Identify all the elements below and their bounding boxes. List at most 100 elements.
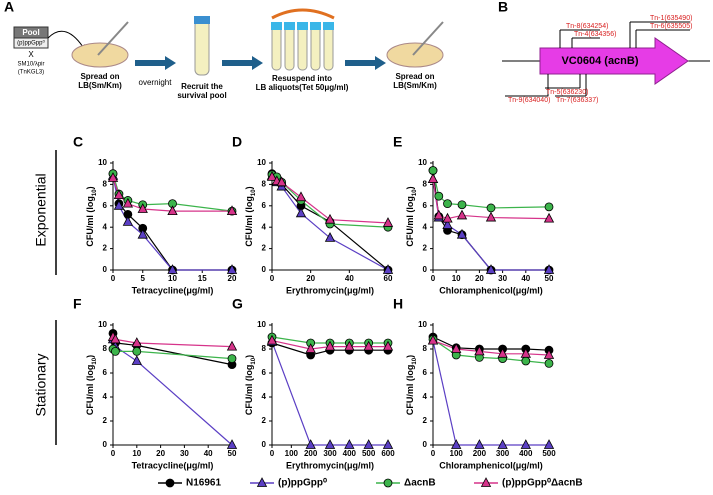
row-label: Exponential: [33, 173, 49, 246]
x-tick-label: 60: [384, 274, 393, 283]
series-line: [432, 340, 550, 356]
y-axis-label-part: ): [85, 355, 95, 358]
y-tick-label: 10: [257, 320, 266, 329]
y-tick-label: 0: [423, 440, 428, 449]
series-line: [271, 340, 388, 350]
marker: [276, 176, 287, 187]
x-tick-label: 0: [431, 449, 436, 458]
insertion: Tn-5(636230): [546, 89, 588, 96]
marker: [486, 203, 496, 213]
marker: [226, 264, 238, 274]
strain: (p)ppGpp⁰: [17, 40, 45, 47]
marker: [543, 264, 555, 274]
donor: SM10/λpir: [17, 62, 44, 68]
marker: [382, 264, 394, 274]
marker: [295, 207, 307, 218]
marker: [344, 340, 355, 351]
legend-label: N16961: [186, 478, 221, 489]
donor-plasmid: (TnKGL3): [18, 70, 44, 76]
insertion: Tn-9(634040): [508, 97, 550, 104]
marker: [131, 337, 142, 347]
marker: [295, 191, 307, 202]
y-tick-label: 6: [423, 201, 428, 210]
marker: [266, 334, 278, 345]
cross: X: [28, 50, 34, 59]
y-tick-label: 6: [103, 201, 108, 210]
tube: [194, 19, 210, 76]
y-axis-label-part: CFU/ml (log: [85, 365, 95, 416]
x-tick-label: 100: [450, 449, 464, 458]
marker: [227, 354, 237, 364]
x-tick-label: 0: [111, 449, 116, 458]
y-tick-label: 2: [423, 244, 428, 253]
marker: [167, 264, 178, 274]
marker: [427, 173, 439, 183]
y-axis-label-part: 10: [92, 189, 98, 196]
y-axis-label: CFU/ml (log10): [405, 355, 417, 415]
marker: [363, 439, 374, 449]
marker: [110, 333, 121, 344]
step-text: LB aliquots(Tet 50μg/ml): [256, 83, 349, 92]
marker: [226, 205, 238, 216]
y-tick-label: 10: [418, 158, 427, 167]
x-tick-label: 600: [381, 449, 395, 458]
panel-label: B: [498, 0, 508, 15]
x-tick-label: 0: [431, 274, 436, 283]
x-tick-label: 10: [132, 449, 141, 458]
marker: [433, 209, 444, 220]
marker: [363, 340, 374, 351]
marker: [434, 191, 444, 201]
y-axis-label-part: 10: [92, 357, 98, 364]
y-tick-label: 8: [262, 180, 267, 189]
legend-marker: [256, 477, 268, 487]
legend-label: ΔacnB: [404, 478, 436, 489]
x-axis-label: Chloramphenicol(μg/ml): [439, 285, 543, 295]
x-tick-label: 30: [498, 274, 507, 283]
y-tick-label: 6: [103, 368, 108, 377]
row-label: Stationary: [33, 353, 49, 416]
x-tick-label: 15: [198, 274, 207, 283]
y-tick-label: 10: [98, 158, 107, 167]
x-axis-label: Erythromycin(μg/ml): [286, 285, 374, 295]
marker: [382, 340, 394, 351]
x-tick-label: 20: [306, 274, 315, 283]
marker: [113, 189, 125, 200]
legend: N16961 (p)ppGpp⁰ ΔacnB (p)ppGpp⁰ΔacnB: [158, 477, 583, 489]
y-tick-label: 0: [103, 440, 108, 449]
x-tick-label: 300: [323, 449, 337, 458]
y-axis-label: CFU/ml (log10): [244, 186, 256, 246]
y-tick-label: 4: [423, 392, 428, 401]
y-axis-label-part: CFU/ml (log: [405, 196, 415, 247]
panel-label: D: [232, 134, 242, 150]
marker: [443, 199, 452, 209]
x-tick-label: 200: [473, 449, 487, 458]
y-tick-label: 8: [423, 180, 428, 189]
x-tick-label: 40: [204, 449, 213, 458]
x-tick-label: 400: [343, 449, 357, 458]
x-axis-label: Tetracycline(μg/ml): [132, 285, 214, 295]
y-axis-label-part: 10: [412, 357, 418, 364]
y-axis-label-part: ): [405, 186, 415, 189]
x-axis-label: Chloramphenicol(μg/ml): [439, 460, 543, 470]
marker: [520, 439, 531, 449]
insertion: Tn-1(635490): [650, 15, 692, 22]
y-tick-label: 8: [103, 180, 108, 189]
overnight: overnight: [139, 78, 173, 87]
x-tick-label: 10: [168, 274, 177, 283]
marker: [226, 439, 238, 449]
legend-marker: [165, 478, 175, 488]
y-tick-label: 6: [262, 201, 267, 210]
marker: [497, 439, 508, 449]
marker: [442, 212, 453, 223]
legend-marker: [480, 477, 492, 487]
marker: [543, 212, 555, 223]
panel-a: A Pool (p)ppGpp⁰ X SM10/λpir (TnKGL3) Sp…: [4, 0, 444, 100]
y-tick-label: 4: [262, 392, 267, 401]
marker: [451, 439, 462, 449]
marker: [457, 200, 467, 210]
marker: [305, 343, 316, 353]
marker: [474, 345, 485, 356]
y-axis-label-part: ): [405, 355, 415, 358]
step-text: Recruit the: [181, 82, 223, 91]
marker: [137, 228, 148, 239]
